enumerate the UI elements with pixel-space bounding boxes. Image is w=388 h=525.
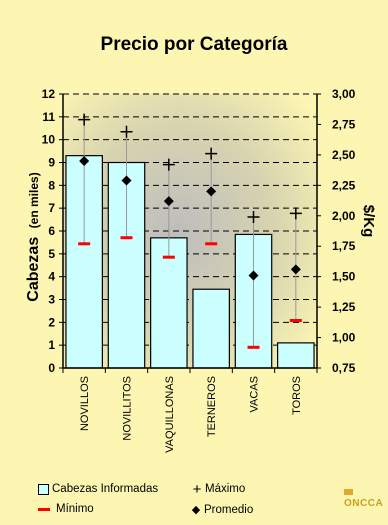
- right-tick-label: 1,75: [332, 239, 356, 253]
- right-tick-label: 3,00: [332, 87, 356, 101]
- avg-marker-novillitos: [121, 175, 132, 186]
- bar-swatch-icon: [38, 483, 49, 495]
- left-tick-label: 9: [48, 156, 55, 170]
- left-tick-label: 12: [42, 87, 56, 101]
- min-marker-vaquillonas: [162, 255, 175, 259]
- plus-marker-icon: +: [192, 480, 202, 498]
- min-marker-vacas: [247, 345, 260, 349]
- max-marker-novillitos: [120, 125, 133, 138]
- right-tick-label: 1,00: [332, 331, 356, 345]
- left-tick-label: 10: [42, 133, 56, 147]
- right-tick-label: 0,75: [332, 361, 356, 375]
- min-marker-novillitos: [120, 236, 133, 240]
- right-tick-label: 2,75: [332, 117, 356, 131]
- left-tick-label: 1: [48, 338, 55, 352]
- bars-group: [65, 155, 315, 369]
- legend: Cabezas Informadas + Máximo Mínimo ◆ Pro…: [38, 480, 338, 523]
- category-label-novillitos: NOVILLITOS: [122, 376, 134, 441]
- category-label-toros: TOROS: [291, 376, 303, 415]
- chart-title: Precio por Categoría: [100, 34, 288, 55]
- category-label-terneros: TERNEROS: [206, 376, 218, 437]
- max-marker-vaquillonas: [162, 158, 175, 171]
- category-label-vaquillonas: VAQUILLONAS: [164, 376, 176, 453]
- avg-marker-toros: [290, 264, 301, 275]
- left-tick-label: 0: [48, 361, 55, 375]
- markers-group: [78, 113, 302, 349]
- avg-marker-novillos: [79, 155, 90, 166]
- max-marker-toros: [289, 207, 302, 220]
- oncca-logo: ONCCA: [344, 487, 388, 509]
- min-marker-toros: [289, 319, 302, 323]
- left-axis-label-sub: (en miles): [27, 172, 41, 228]
- dash-marker-icon: [38, 507, 50, 511]
- logo-text: ONCCA: [344, 498, 384, 509]
- axes-group: [59, 93, 321, 373]
- legend-item-bars: Cabezas Informadas: [38, 483, 158, 495]
- legend-label-avg: Promedio: [204, 503, 254, 516]
- category-labels: NOVILLOS NOVILLITOS VAQUILLONAS TERNEROS VAC…: [79, 376, 303, 453]
- left-tick-label: 7: [48, 201, 55, 215]
- legend-item-min: Mínimo: [38, 503, 94, 515]
- left-tick-label: 2: [48, 315, 55, 329]
- right-tick-label: 2,00: [332, 209, 356, 223]
- logo-mark-icon: [344, 489, 353, 496]
- right-axis-label: $/Kg: [360, 205, 377, 238]
- right-tick-label: 1,25: [332, 300, 356, 314]
- right-tick-labels: 0,75 1,00 1,25 1,50 1,75 2,00 2,25 2,50 2,75 3,00: [332, 87, 356, 375]
- diamond-marker-icon: ◆: [191, 504, 201, 516]
- min-marker-terneros: [205, 242, 218, 246]
- left-axis-label: Cabezas (en miles): [25, 172, 42, 301]
- right-tick-label: 2,25: [332, 178, 356, 192]
- max-marker-novillos: [78, 113, 91, 126]
- avg-marker-vacas: [248, 270, 259, 281]
- left-tick-label: 4: [48, 270, 55, 284]
- grid-lines: [63, 93, 317, 346]
- left-axis-label-main: Cabezas: [25, 237, 42, 302]
- category-label-vacas: VACAS: [249, 376, 261, 412]
- right-tick-label: 2,50: [332, 148, 356, 162]
- left-tick-label: 6: [48, 224, 55, 238]
- bar-toros: [277, 342, 315, 369]
- legend-label-max: Máximo: [205, 483, 246, 495]
- right-tick-label: 1,50: [332, 270, 356, 284]
- left-tick-label: 3: [48, 293, 55, 307]
- max-marker-vacas: [247, 210, 260, 223]
- avg-marker-terneros: [206, 186, 217, 197]
- bar-vaquillonas: [150, 237, 188, 369]
- bar-terneros: [192, 288, 230, 369]
- legend-label-bars: Cabezas Informadas: [52, 483, 159, 495]
- min-marker-novillos: [78, 242, 91, 246]
- left-tick-label: 8: [48, 178, 55, 192]
- category-label-novillos: NOVILLOS: [79, 376, 91, 431]
- legend-label-min: Mínimo: [56, 503, 94, 515]
- max-marker-terneros: [205, 147, 218, 160]
- avg-marker-vaquillonas: [163, 196, 174, 207]
- legend-item-avg: ◆ Promedio: [191, 503, 254, 517]
- left-tick-label: 11: [42, 110, 55, 124]
- legend-item-max: + Máximo: [191, 480, 246, 498]
- left-tick-label: 5: [48, 247, 55, 261]
